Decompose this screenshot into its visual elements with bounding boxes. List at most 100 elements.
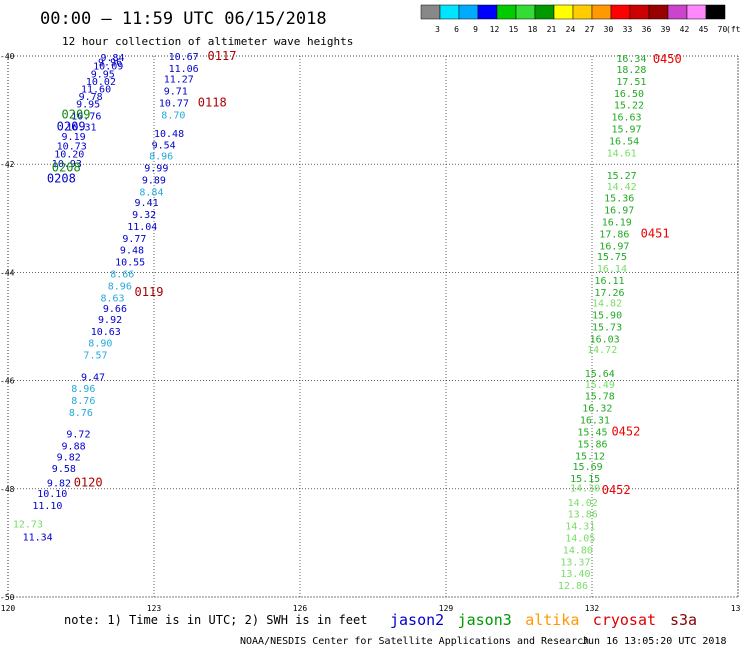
wave-height-value: 8.96: [149, 152, 173, 163]
x-tick-label: 132: [585, 604, 600, 613]
wave-height-value: 15.69: [573, 462, 603, 473]
y-tick-label: -50: [0, 593, 15, 602]
y-tick-label: -44: [0, 268, 15, 277]
wave-height-value: 12.73: [13, 519, 43, 530]
legend-label: 70: [718, 25, 728, 34]
wave-height-value: 14.05: [565, 533, 595, 544]
wave-height-value: 10.63: [91, 327, 121, 338]
wave-height-value: 9.72: [66, 430, 90, 441]
wave-height-value: 17.51: [616, 77, 646, 88]
wave-height-value: 10.67: [169, 52, 199, 63]
wave-height-value: 9.77: [122, 234, 146, 245]
wave-height-value: 17.86: [599, 229, 629, 240]
footer-note: note: 1) Time is in UTC; 2) SWH is in fe…: [64, 613, 367, 627]
wave-height-value: 13.40: [560, 569, 590, 580]
pass-time-label: 0450: [653, 52, 682, 66]
wave-height-value: 18.28: [616, 65, 646, 76]
wave-height-value: 15.36: [604, 194, 634, 205]
wave-height-value: 13.86: [568, 510, 598, 521]
legend-swatch: [629, 4, 650, 20]
wave-height-value: 9.95: [76, 100, 100, 111]
wave-height-value: 15.90: [592, 311, 622, 322]
wave-height-value: 10.09: [93, 62, 123, 73]
wave-height-value: 8.90: [88, 339, 112, 350]
wave-height-value: 15.49: [585, 380, 615, 391]
wave-height-value: 11.34: [23, 532, 53, 543]
wave-height-value: 15.86: [577, 439, 607, 450]
legend-swatch: [477, 4, 498, 20]
wave-height-value: 15.15: [570, 474, 600, 485]
satellite-name: s3a: [670, 611, 697, 629]
legend-label: 12: [490, 25, 500, 34]
grid-lines: [7, 55, 739, 598]
wave-height-value: 16.50: [614, 89, 644, 100]
wave-height-value: 10.93: [52, 159, 82, 170]
wave-height-value: 14.31: [565, 522, 595, 533]
wave-height-value: 9.82: [57, 452, 81, 463]
wave-height-value: 10.76: [71, 112, 101, 123]
wave-height-value: 15.73: [592, 323, 622, 334]
wave-height-value: 8.84: [139, 187, 163, 198]
wave-height-value: 9.95: [91, 69, 115, 80]
wave-height-value: 16.11: [594, 276, 624, 287]
wave-height-value: 10.48: [154, 129, 184, 140]
x-tick-label: 123: [147, 604, 162, 613]
y-tick-label: -48: [0, 485, 15, 494]
wave-height-value: 9.82: [47, 478, 71, 489]
footer-timestamp: Jun 16 13:05:20 UTC 2018: [582, 636, 727, 647]
pass-time-label: 0451: [641, 226, 670, 240]
chart-title: 00:00 – 11:59 UTC 06/15/2018: [40, 9, 327, 29]
wave-height-value: 16.14: [597, 264, 627, 275]
satellite-name: jason2: [390, 611, 444, 629]
wave-height-value: 16.32: [582, 404, 612, 415]
legend-swatch: [496, 4, 517, 20]
legend-label: 30: [604, 25, 614, 34]
y-tick-label: -42: [0, 160, 15, 169]
pass-time-label: 0119: [135, 285, 164, 299]
wave-height-value: 9.48: [120, 246, 144, 257]
legend-label: 21: [547, 25, 557, 34]
legend-label: 9: [473, 25, 478, 34]
wave-height-value: 9.47: [81, 372, 105, 383]
y-tick-label: -46: [0, 377, 15, 386]
wave-height-value: 15.64: [585, 369, 615, 380]
wave-height-value: 7.57: [83, 351, 107, 362]
wave-height-value: 16.97: [604, 206, 634, 217]
wave-height-value: 16.34: [616, 54, 646, 65]
legend-swatch: [667, 4, 688, 20]
legend-label: 15: [509, 25, 519, 34]
pass-time-label: 0452: [611, 424, 640, 438]
wave-height-value: 9.96: [98, 57, 122, 68]
wave-height-value: 11.27: [164, 75, 194, 86]
wave-height-value: 11.06: [169, 64, 199, 75]
x-tick-label: 135: [731, 604, 740, 613]
wave-height-value: 15.97: [611, 124, 641, 135]
legend-swatch: [458, 4, 479, 20]
wave-height-value: 10.73: [57, 141, 87, 152]
legend-swatch: [534, 4, 555, 20]
wave-height-value: 8.66: [110, 269, 134, 280]
wave-height-value: 15.78: [585, 392, 615, 403]
wave-height-value: 11.60: [81, 84, 111, 95]
wave-height-value: 10.77: [159, 99, 189, 110]
legend-label: 24: [566, 25, 576, 34]
wave-height-value: 9.58: [52, 464, 76, 475]
data-marks: 9.849.9610.099.9510.0211.609.789.9510.76…: [13, 52, 647, 592]
legend-swatch: [591, 4, 612, 20]
wave-height-value: 9.84: [100, 53, 124, 64]
pass-time-label: 0208: [52, 160, 81, 174]
wave-height-value: 15.45: [577, 427, 607, 438]
wave-height-value: 10.02: [86, 77, 116, 88]
wave-height-value: 14.42: [607, 182, 637, 193]
wave-height-value: 15.22: [614, 101, 644, 112]
legend-swatch: [705, 4, 726, 20]
x-tick-label: 129: [439, 604, 454, 613]
wave-height-value: 15.27: [607, 171, 637, 182]
x-tick-label: 126: [293, 604, 308, 613]
wave-height-value: 9.66: [103, 304, 127, 315]
legend-label: 45: [699, 25, 709, 34]
wave-height-value: 16.63: [611, 113, 641, 124]
wave-height-value: 8.76: [71, 396, 95, 407]
